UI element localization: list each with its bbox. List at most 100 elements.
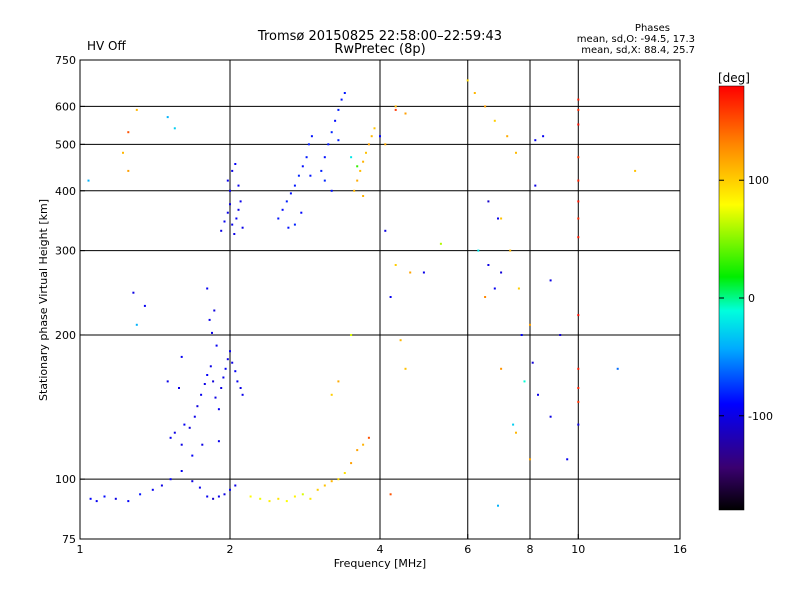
data-point bbox=[229, 203, 231, 206]
data-point bbox=[362, 443, 365, 446]
data-point bbox=[549, 415, 552, 418]
data-point bbox=[323, 156, 326, 159]
data-point bbox=[122, 151, 124, 154]
data-point bbox=[356, 165, 359, 168]
data-point bbox=[268, 500, 271, 503]
data-point bbox=[350, 462, 353, 465]
data-point bbox=[337, 478, 340, 481]
data-point bbox=[389, 296, 392, 298]
data-point bbox=[89, 497, 92, 500]
data-point bbox=[293, 223, 296, 226]
data-point bbox=[616, 367, 619, 370]
data-point bbox=[173, 431, 176, 434]
data-point bbox=[353, 189, 356, 192]
data-point bbox=[135, 323, 138, 326]
data-point bbox=[365, 151, 367, 154]
colorbar-label: [deg] bbox=[718, 71, 750, 85]
phase-stats-o: mean, sd,O: -94.5, 17.3 bbox=[577, 34, 695, 45]
data-point bbox=[233, 233, 236, 235]
data-point bbox=[127, 169, 130, 172]
data-point bbox=[180, 355, 183, 358]
data-point bbox=[151, 488, 154, 491]
y-axis-ticks: 75 100 200 300 400 500 600 750 bbox=[55, 54, 85, 546]
chart-title-line2: RwPretec (8p) bbox=[334, 42, 425, 57]
phase-stats-title: Phases bbox=[635, 23, 670, 34]
data-point bbox=[208, 318, 211, 321]
data-point bbox=[287, 226, 290, 229]
colorbar-tick-label: 100 bbox=[748, 174, 769, 187]
data-point bbox=[577, 367, 580, 370]
data-point bbox=[198, 486, 201, 489]
data-point bbox=[577, 98, 580, 101]
x-tick-label: 8 bbox=[527, 543, 534, 556]
x-tick-label: 16 bbox=[673, 543, 687, 556]
data-point bbox=[330, 393, 333, 396]
data-point bbox=[235, 217, 238, 220]
data-point bbox=[362, 195, 365, 197]
y-tick-label: 200 bbox=[55, 329, 76, 342]
data-point bbox=[389, 493, 392, 496]
data-point bbox=[135, 108, 138, 111]
data-point bbox=[241, 393, 244, 396]
data-point bbox=[343, 472, 346, 474]
data-point bbox=[231, 169, 234, 172]
data-point bbox=[226, 211, 229, 214]
y-tick-label: 750 bbox=[55, 54, 76, 67]
data-point bbox=[293, 184, 296, 187]
data-point bbox=[634, 169, 637, 172]
data-point bbox=[229, 189, 231, 192]
data-point bbox=[160, 484, 163, 487]
x-axis-ticks: 1 2 4 6 8 10 16 bbox=[77, 534, 687, 556]
data-point bbox=[293, 495, 296, 498]
data-point bbox=[87, 179, 90, 182]
data-point bbox=[305, 156, 308, 159]
y-tick-label: 75 bbox=[62, 533, 76, 546]
y-axis-label: Stationary phase Virtual Height [km] bbox=[37, 199, 50, 401]
colorbar-tick-label: 0 bbox=[748, 292, 755, 305]
data-point bbox=[542, 135, 545, 138]
data-point bbox=[127, 131, 130, 134]
data-point bbox=[231, 223, 234, 226]
data-point bbox=[500, 367, 503, 370]
data-point bbox=[367, 143, 370, 146]
data-point bbox=[212, 380, 215, 383]
data-point bbox=[493, 287, 496, 290]
data-point bbox=[320, 169, 323, 172]
data-point bbox=[323, 484, 326, 487]
data-point bbox=[500, 217, 503, 220]
data-point bbox=[577, 123, 580, 126]
data-point bbox=[203, 383, 206, 385]
data-point bbox=[206, 495, 209, 498]
data-point bbox=[534, 184, 537, 187]
data-point bbox=[577, 108, 580, 111]
data-point bbox=[259, 497, 262, 500]
y-tick-label: 500 bbox=[55, 138, 76, 151]
data-point bbox=[310, 135, 313, 138]
data-point bbox=[340, 98, 343, 101]
data-point bbox=[334, 119, 337, 122]
data-point bbox=[359, 169, 362, 172]
data-point bbox=[166, 380, 169, 383]
data-point bbox=[237, 208, 240, 211]
data-point bbox=[281, 208, 284, 211]
data-point bbox=[370, 135, 373, 138]
data-point bbox=[515, 151, 517, 154]
data-point bbox=[466, 79, 469, 82]
data-point bbox=[309, 174, 312, 177]
data-point bbox=[289, 192, 292, 195]
data-point bbox=[523, 380, 526, 383]
data-point bbox=[173, 127, 176, 130]
data-point bbox=[515, 431, 517, 434]
data-point bbox=[534, 139, 537, 142]
data-point bbox=[193, 415, 196, 418]
data-point bbox=[220, 387, 223, 389]
data-point bbox=[367, 436, 370, 439]
data-point bbox=[191, 480, 194, 483]
data-point bbox=[404, 112, 407, 115]
data-point bbox=[297, 174, 300, 177]
data-point bbox=[222, 376, 225, 379]
y-tick-label: 100 bbox=[55, 473, 76, 486]
data-point bbox=[226, 358, 229, 361]
x-axis-label: Frequency [MHz] bbox=[334, 557, 426, 570]
